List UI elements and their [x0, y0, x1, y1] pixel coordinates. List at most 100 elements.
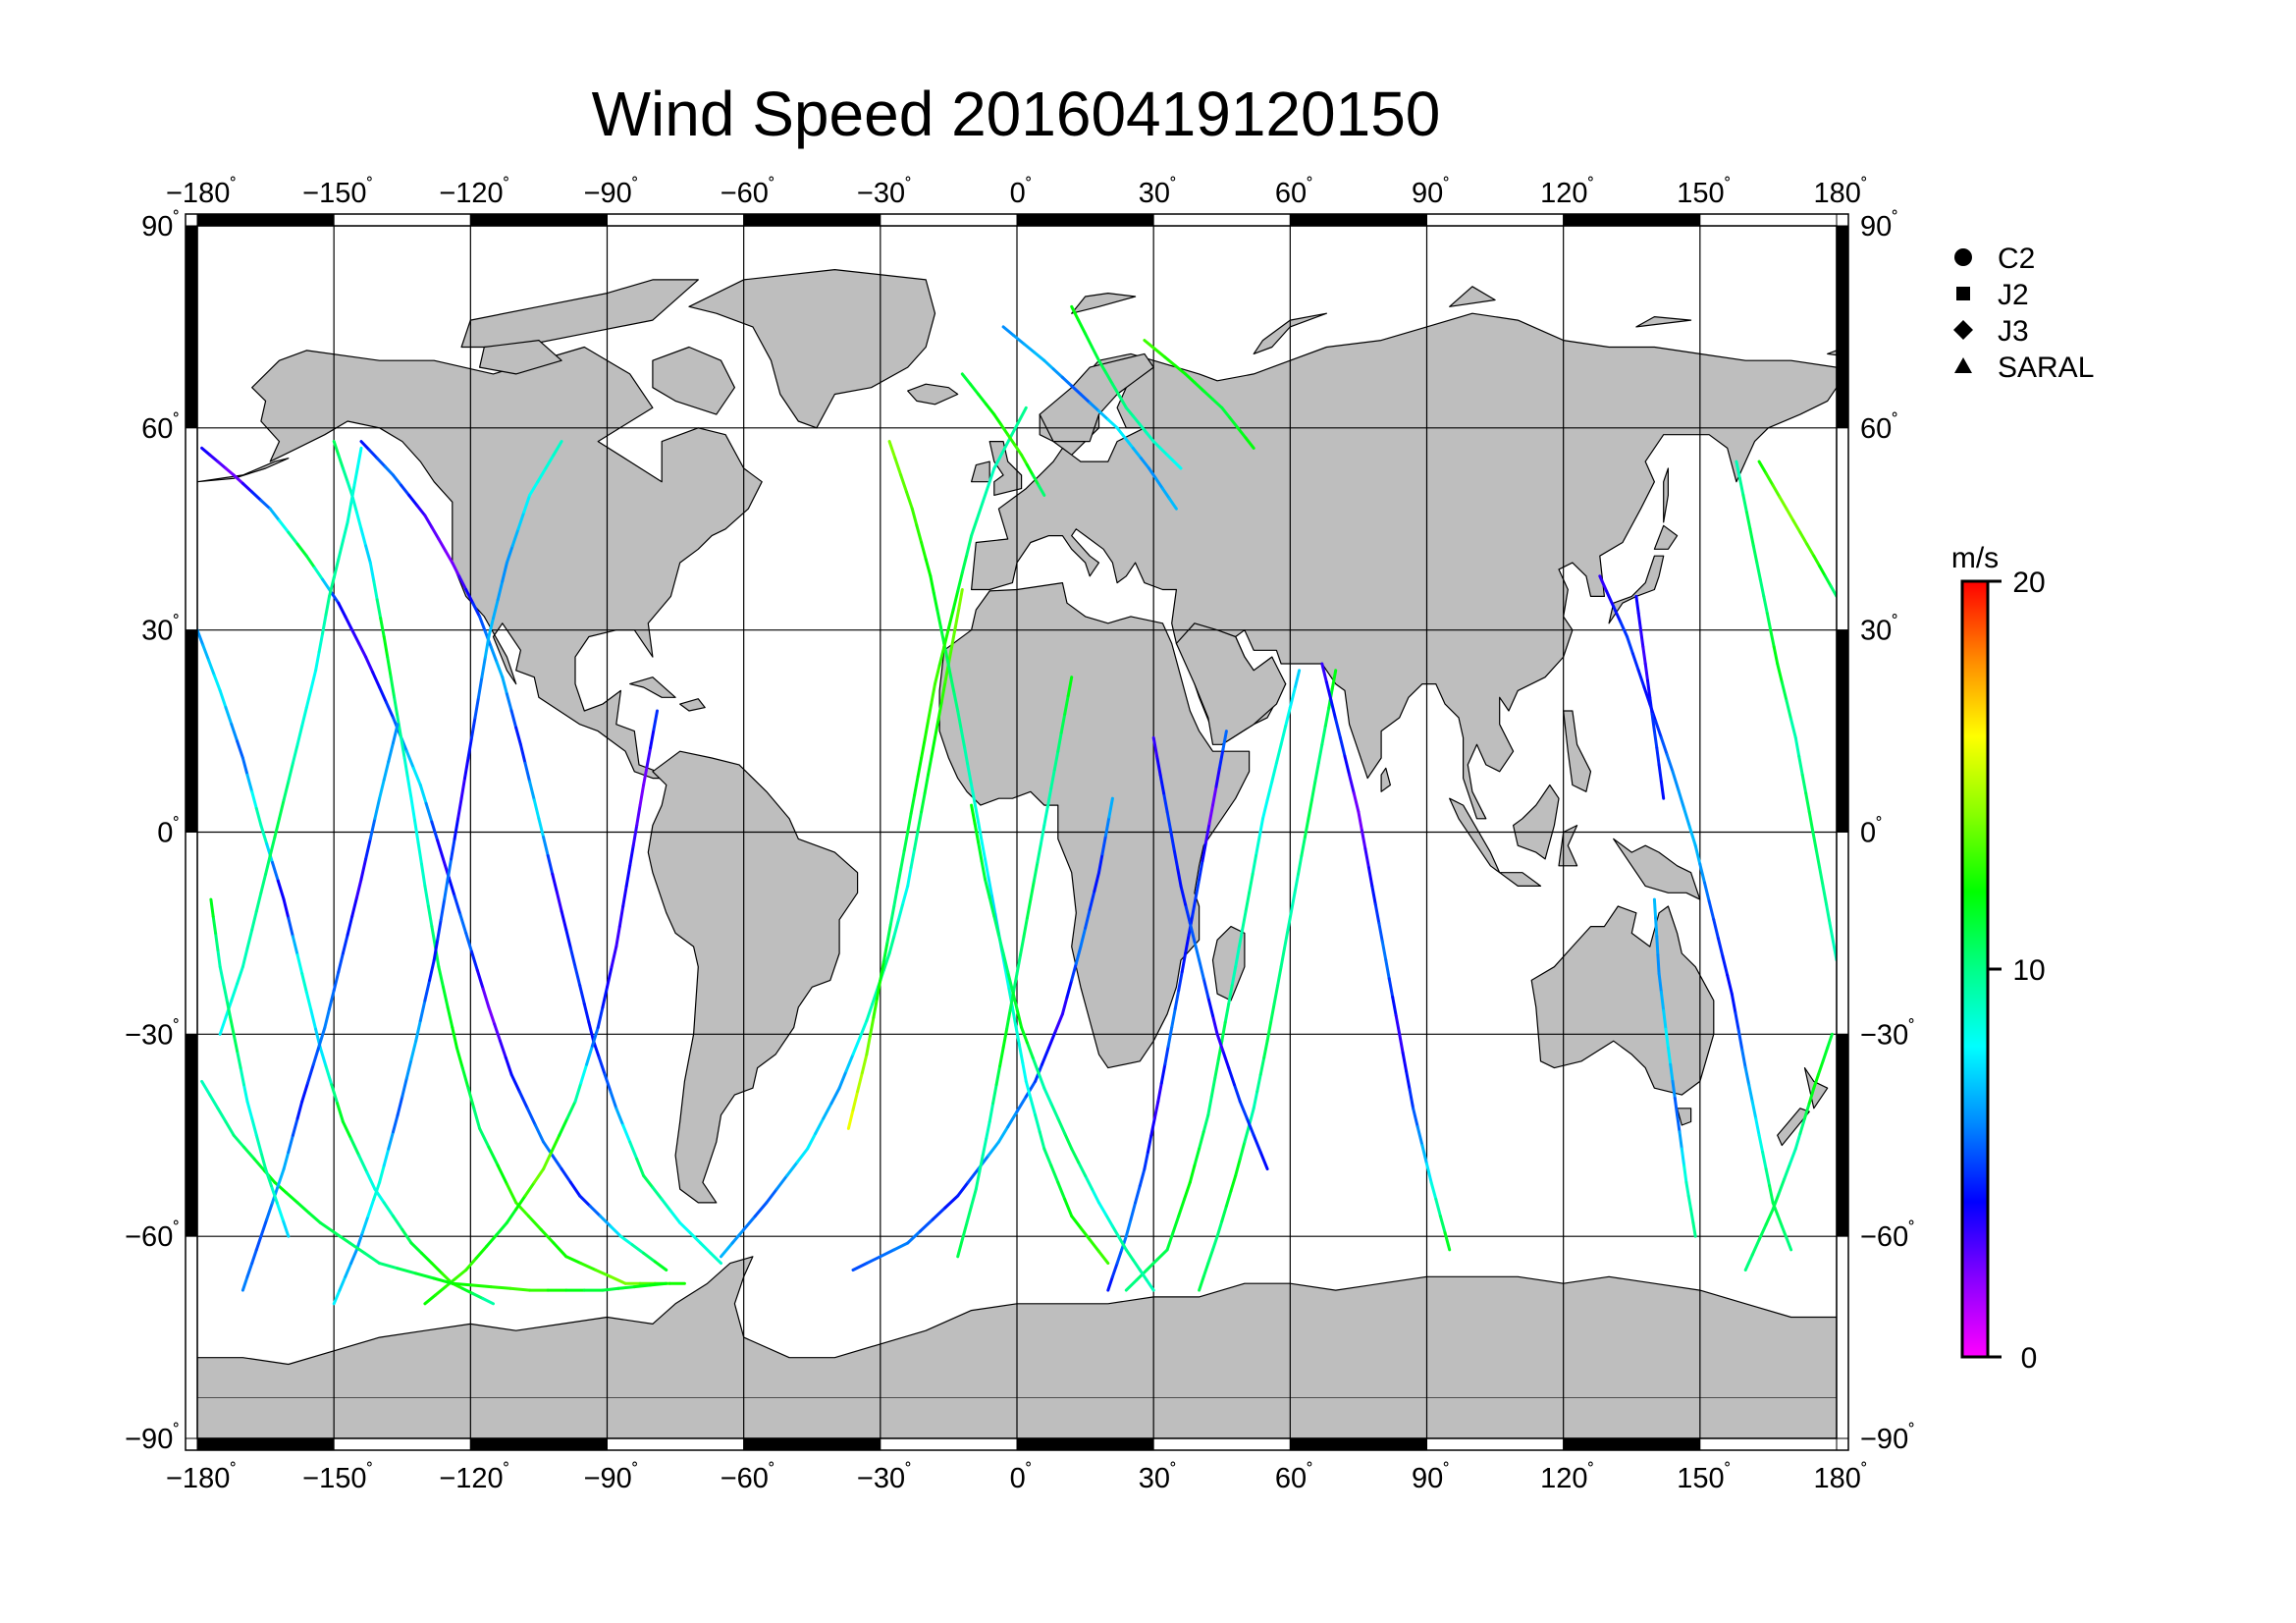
track-segment	[1698, 862, 1706, 885]
track-segment	[960, 1220, 969, 1242]
track-segment	[1049, 1102, 1060, 1120]
track-segment	[271, 860, 280, 883]
track-segment	[1217, 748, 1225, 770]
track-segment	[906, 812, 913, 834]
track-segment	[1272, 984, 1280, 1005]
track-segment	[1785, 1236, 1793, 1252]
track-segment	[966, 1167, 981, 1184]
track-segment	[1042, 1147, 1053, 1167]
track-segment	[923, 773, 930, 795]
track-segment	[652, 709, 659, 731]
lon-tick-label: −30˚	[857, 176, 912, 209]
track-segment	[1265, 1020, 1273, 1043]
track-segment	[949, 676, 956, 696]
track-segment	[328, 576, 336, 598]
track-segment	[1145, 431, 1155, 444]
track-segment	[1387, 977, 1395, 1000]
track-segment	[1785, 699, 1793, 722]
track-segment	[430, 820, 440, 842]
track-segment	[599, 1215, 613, 1228]
track-segment	[1405, 1069, 1412, 1092]
land-uk	[988, 441, 1023, 496]
track-segment	[287, 1133, 294, 1154]
track-segment	[1812, 554, 1822, 568]
track-segment	[1323, 706, 1331, 728]
track-segment	[630, 1243, 646, 1255]
track-segment	[902, 831, 910, 852]
track-segment	[420, 862, 427, 888]
land-alaska-peninsula	[197, 458, 290, 483]
track-segment	[1814, 847, 1822, 869]
track-segment	[1134, 1184, 1142, 1205]
track-segment	[544, 453, 556, 470]
track-segment	[400, 735, 406, 760]
track-segment	[978, 1154, 985, 1174]
track-segment	[385, 700, 395, 720]
track-segment	[1160, 487, 1171, 501]
track-segment	[977, 393, 988, 406]
track-segment	[252, 1157, 266, 1172]
track-segment	[259, 872, 268, 894]
track-segment	[216, 460, 228, 470]
track-segment	[1148, 466, 1157, 480]
track-segment	[493, 1022, 502, 1043]
track-segment	[382, 1201, 395, 1218]
track-segment	[568, 1180, 582, 1198]
track-segment	[318, 1046, 328, 1068]
track-segment	[1384, 958, 1391, 981]
track-segment	[940, 680, 947, 703]
track-segment	[1138, 1167, 1147, 1188]
track-segment	[635, 1157, 646, 1177]
track-segment	[432, 1276, 454, 1285]
track-segment	[1241, 909, 1248, 932]
track-segment	[489, 645, 499, 664]
track-segment	[1793, 735, 1801, 758]
track-segment	[240, 1274, 249, 1292]
track-segment	[1224, 1189, 1233, 1208]
colorbar-tick-label: 10	[2012, 954, 2045, 987]
track-segment	[1198, 958, 1205, 981]
track-segment	[444, 549, 454, 565]
track-segment	[909, 847, 917, 869]
track-segment	[996, 933, 1005, 955]
track-segment	[1097, 358, 1107, 374]
track-segment	[328, 989, 336, 1011]
track-segment	[349, 1137, 361, 1158]
track-segment	[578, 984, 586, 1005]
track-segment	[1012, 334, 1026, 346]
track-segment	[678, 1220, 692, 1235]
track-segment	[324, 1064, 334, 1087]
land-hokkaido	[1653, 524, 1679, 550]
track-segment	[1079, 393, 1092, 405]
land-new-guinea	[1613, 838, 1701, 900]
track-segment	[893, 457, 903, 477]
track-segment	[357, 1154, 369, 1174]
lat-tick-label: −90˚	[1860, 1422, 1915, 1455]
track-segment	[1755, 561, 1762, 581]
track-segment	[1821, 884, 1829, 906]
track-segment	[350, 628, 361, 645]
track-segment	[1721, 954, 1730, 977]
track-segment	[996, 1125, 1010, 1144]
track-segment	[1143, 339, 1156, 351]
track-segment	[420, 1251, 434, 1266]
track-segment	[240, 947, 249, 969]
track-segment	[365, 1170, 377, 1191]
track-segment	[645, 746, 653, 769]
frame-bar-top	[743, 213, 881, 227]
track-segment	[973, 801, 981, 824]
track-segment	[649, 1281, 668, 1287]
satellite-track	[1320, 662, 1452, 1252]
track-segment	[1084, 1173, 1094, 1191]
track-segment	[899, 848, 906, 871]
frame-bar-right	[1836, 629, 1849, 834]
track-segment	[1634, 594, 1640, 615]
track-segment	[1155, 1248, 1169, 1262]
frame-bar-bottom	[1152, 1437, 1291, 1451]
satellite-track	[1735, 460, 1837, 962]
track-segment	[1220, 1204, 1228, 1223]
frame-bar-right	[1836, 427, 1849, 631]
track-segment	[1434, 1197, 1442, 1218]
track-segment	[1015, 953, 1022, 976]
track-segment	[291, 935, 299, 957]
